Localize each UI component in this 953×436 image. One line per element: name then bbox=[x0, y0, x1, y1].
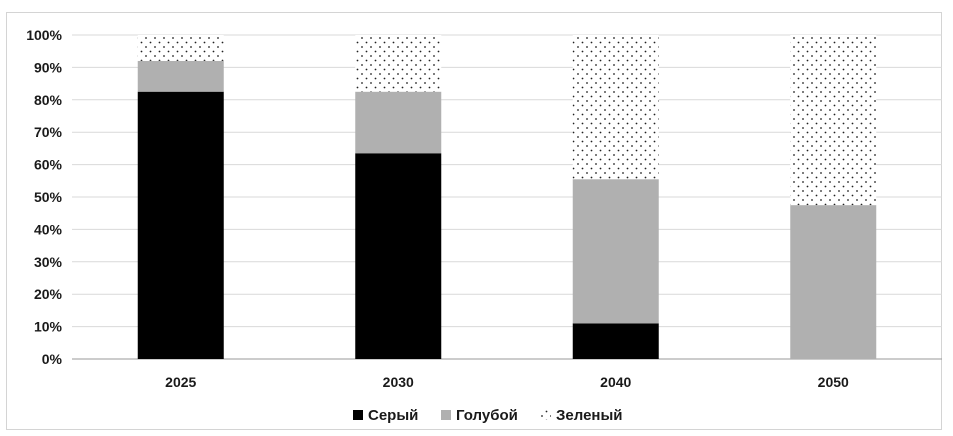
bar-segment bbox=[572, 35, 659, 180]
y-tick-label: 20% bbox=[34, 286, 63, 302]
y-tick-label: 0% bbox=[42, 351, 63, 367]
bar-segment bbox=[137, 35, 224, 61]
x-tick-label: 2030 bbox=[383, 374, 414, 390]
x-tick-label: 2050 bbox=[818, 374, 849, 390]
y-tick-label: 10% bbox=[34, 319, 63, 335]
bar-segment bbox=[790, 35, 877, 206]
legend-label: Зеленый bbox=[556, 407, 623, 424]
bar-segment bbox=[355, 35, 442, 92]
y-tick-label: 50% bbox=[34, 189, 63, 205]
legend-label: Серый bbox=[368, 407, 418, 424]
axes: 0% 10% 20% 30% 40% 50% 60% 70% 80% 90% 100% 2025 203… bbox=[26, 27, 849, 390]
legend-swatch bbox=[541, 410, 551, 420]
y-tick-label: 60% bbox=[34, 157, 63, 173]
bar-segment bbox=[355, 91, 442, 154]
y-tick-label: 70% bbox=[34, 124, 63, 140]
legend-swatch bbox=[441, 410, 451, 420]
y-tick-label: 40% bbox=[34, 221, 63, 237]
bar-segment bbox=[137, 91, 224, 359]
bar-segment bbox=[137, 60, 224, 92]
y-tick-label: 90% bbox=[34, 59, 63, 75]
bar-segment bbox=[572, 179, 659, 324]
legend: Серый Голубой Зеленый bbox=[353, 407, 623, 424]
x-tick-label: 2040 bbox=[600, 374, 631, 390]
x-tick-label: 2025 bbox=[165, 374, 196, 390]
bar-segment bbox=[790, 205, 877, 359]
legend-label: Голубой bbox=[456, 407, 518, 424]
bars bbox=[137, 35, 877, 359]
legend-swatch bbox=[353, 410, 363, 420]
y-tick-label: 30% bbox=[34, 254, 63, 270]
y-tick-label: 100% bbox=[26, 27, 62, 43]
bar-segment bbox=[572, 323, 659, 359]
bar-segment bbox=[355, 153, 442, 359]
y-tick-label: 80% bbox=[34, 92, 63, 108]
